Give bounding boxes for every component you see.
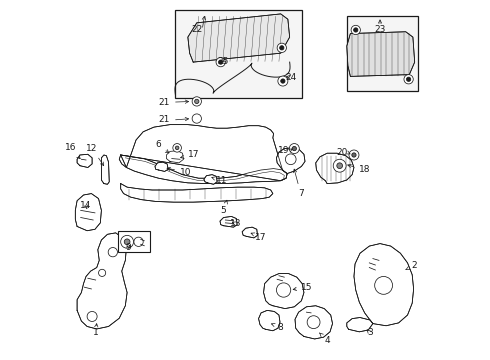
Text: 13: 13 (230, 219, 242, 228)
Text: 15: 15 (293, 283, 313, 292)
Text: 24: 24 (285, 73, 296, 82)
Text: 17: 17 (181, 150, 199, 159)
Text: 22: 22 (191, 26, 202, 35)
Text: 19: 19 (278, 146, 290, 155)
Text: 14: 14 (80, 201, 92, 210)
Text: 5: 5 (220, 200, 227, 215)
Circle shape (173, 144, 181, 152)
Polygon shape (204, 175, 217, 184)
Polygon shape (121, 125, 287, 181)
Polygon shape (347, 32, 415, 76)
Polygon shape (347, 318, 373, 332)
Text: 1: 1 (93, 324, 98, 337)
Text: 11: 11 (212, 176, 227, 185)
Circle shape (307, 316, 320, 329)
Text: 21: 21 (159, 98, 170, 107)
Circle shape (351, 25, 360, 35)
Circle shape (349, 150, 359, 160)
Polygon shape (167, 151, 184, 163)
Circle shape (404, 75, 413, 84)
Text: 20: 20 (337, 148, 348, 157)
Text: 23: 23 (374, 26, 386, 35)
Text: 10: 10 (167, 167, 192, 177)
Circle shape (192, 114, 201, 123)
Polygon shape (242, 227, 258, 238)
Text: 17: 17 (251, 233, 267, 242)
Polygon shape (354, 244, 414, 326)
Polygon shape (276, 148, 305, 174)
Polygon shape (77, 233, 127, 329)
Circle shape (337, 163, 343, 168)
Circle shape (134, 237, 143, 247)
Bar (118, 231, 149, 252)
Text: 25: 25 (218, 57, 229, 66)
Text: 4: 4 (319, 333, 330, 345)
Polygon shape (295, 306, 333, 339)
Polygon shape (101, 155, 109, 184)
Circle shape (333, 159, 346, 172)
Circle shape (216, 58, 225, 67)
Polygon shape (259, 310, 280, 331)
Circle shape (276, 283, 291, 297)
Text: 2: 2 (406, 261, 416, 270)
Circle shape (124, 239, 130, 245)
Polygon shape (220, 216, 237, 227)
Circle shape (354, 28, 358, 32)
Polygon shape (316, 153, 354, 184)
Polygon shape (155, 162, 168, 171)
Circle shape (121, 235, 134, 248)
Circle shape (192, 97, 201, 106)
Circle shape (289, 144, 299, 154)
Circle shape (352, 153, 356, 157)
Circle shape (87, 311, 97, 321)
Polygon shape (188, 14, 290, 62)
Circle shape (195, 99, 199, 104)
Text: 18: 18 (348, 164, 370, 175)
Circle shape (277, 43, 287, 53)
Text: 8: 8 (271, 323, 284, 332)
Circle shape (281, 79, 285, 83)
Circle shape (278, 76, 288, 86)
Polygon shape (75, 194, 101, 231)
Circle shape (280, 46, 284, 50)
Circle shape (375, 276, 392, 294)
Text: 7: 7 (294, 169, 304, 198)
Text: 3: 3 (367, 328, 373, 337)
Circle shape (108, 248, 118, 257)
Text: 9: 9 (125, 243, 131, 252)
Text: 12: 12 (86, 144, 104, 166)
Circle shape (219, 60, 223, 64)
Bar (347, 16, 418, 91)
Polygon shape (264, 274, 304, 309)
Circle shape (292, 147, 296, 151)
Circle shape (285, 154, 296, 165)
Text: 21: 21 (159, 116, 170, 125)
Text: 6: 6 (155, 140, 169, 153)
Bar (175, 10, 302, 98)
Polygon shape (119, 155, 287, 184)
Circle shape (98, 269, 106, 276)
Circle shape (407, 77, 411, 81)
Circle shape (175, 146, 179, 150)
Text: 16: 16 (65, 143, 80, 159)
Polygon shape (121, 184, 273, 202)
Polygon shape (77, 154, 92, 167)
